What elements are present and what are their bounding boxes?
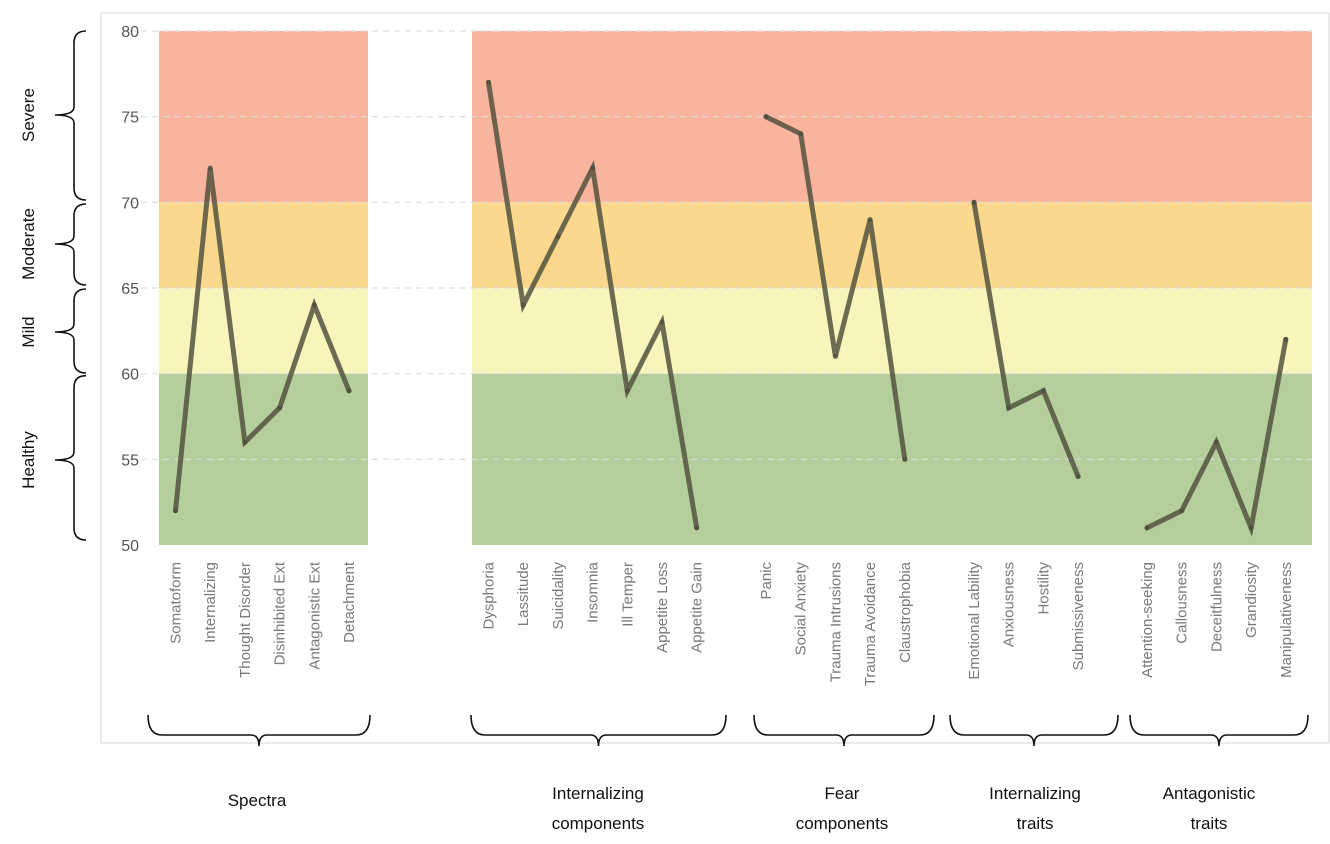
category-label: Disinhibited Ext	[272, 561, 289, 665]
group-label: components	[552, 814, 645, 833]
category-label: Ill Temper	[619, 562, 636, 627]
data-point	[763, 114, 769, 120]
category-label: Suicidality	[550, 562, 567, 630]
data-point	[242, 439, 248, 445]
severity-label-mild: Mild	[19, 316, 38, 347]
data-point	[277, 405, 283, 411]
category-label: Deceitfulness	[1208, 562, 1225, 652]
data-point	[1006, 405, 1012, 411]
category-label: Appetite Gain	[689, 562, 706, 653]
y-tick-label: 55	[121, 452, 139, 469]
data-point	[624, 388, 630, 394]
group-label: components	[796, 814, 889, 833]
category-label: Claustrophobia	[897, 561, 914, 663]
data-point	[832, 354, 838, 360]
brace-severe	[54, 30, 87, 201]
data-point	[1283, 336, 1289, 342]
data-point	[1248, 525, 1254, 531]
data-point	[207, 165, 213, 171]
severity-label-severe: Severe	[19, 88, 38, 142]
data-point	[555, 234, 561, 240]
y-tick-label: 80	[121, 24, 139, 41]
y-tick-label: 65	[121, 281, 139, 298]
data-point	[694, 525, 700, 531]
category-label: Panic	[758, 562, 775, 600]
group-label: Internalizing	[989, 784, 1081, 803]
brace-healthy	[54, 374, 87, 541]
data-point	[902, 456, 908, 462]
group-label: Internalizing	[552, 784, 644, 803]
category-label: Thought Disorder	[237, 562, 254, 678]
category-label: Submissiveness	[1070, 562, 1087, 670]
group-brace	[753, 714, 935, 747]
category-label: Callousness	[1174, 562, 1191, 644]
category-label: Internalizing	[202, 562, 219, 643]
y-tick-label: 50	[121, 538, 139, 555]
data-point	[659, 319, 665, 325]
data-point	[173, 508, 178, 514]
data-point	[1213, 439, 1219, 445]
group-label: traits	[1017, 814, 1054, 833]
group-brace	[949, 714, 1119, 747]
band-moderate-2	[472, 202, 1312, 288]
category-label: Appetite Loss	[654, 562, 671, 653]
data-point	[1075, 473, 1081, 479]
brace-mild	[54, 288, 87, 374]
category-label: Hostility	[1035, 562, 1052, 615]
series-line-group-4	[971, 199, 1081, 479]
data-point	[971, 199, 977, 205]
band-moderate-1	[159, 202, 368, 288]
category-label: Detachment	[341, 561, 358, 643]
data-point	[1040, 388, 1046, 394]
category-label: Grandiosity	[1243, 562, 1260, 638]
category-label: Insomnia	[585, 561, 602, 623]
category-label: Trauma Avoidance	[862, 562, 879, 686]
category-label: Anxiousness	[1001, 562, 1018, 647]
group-label: Fear	[825, 784, 860, 803]
data-point	[346, 388, 352, 394]
category-label: Trauma Intrusions	[827, 562, 844, 682]
data-point	[1144, 525, 1150, 531]
y-tick-label: 60	[121, 367, 139, 384]
brace-moderate	[54, 203, 87, 286]
category-label: Dysphoria	[481, 561, 498, 629]
y-tick-label: 70	[121, 195, 139, 212]
group-label: Antagonistic	[1163, 784, 1256, 803]
y-tick-label: 75	[121, 110, 139, 127]
data-point	[798, 131, 804, 137]
group-brace	[1129, 714, 1309, 747]
group-brace	[470, 714, 727, 747]
severity-label-moderate: Moderate	[19, 208, 38, 280]
data-point	[311, 302, 317, 308]
category-label: Social Anxiety	[793, 562, 810, 656]
category-label: Somatoform	[168, 562, 185, 644]
series-line-group-1	[173, 167, 352, 514]
group-label: traits	[1191, 814, 1228, 833]
category-label: Lassitude	[515, 562, 532, 626]
severity-label-healthy: Healthy	[19, 431, 38, 489]
category-label: Attention-seeking	[1139, 562, 1156, 678]
data-point	[867, 216, 873, 222]
data-point	[520, 302, 526, 308]
data-point	[486, 79, 491, 85]
data-point	[590, 165, 596, 171]
group-label: Spectra	[228, 791, 287, 810]
group-brace	[147, 714, 371, 747]
category-label: Antagonistic Ext	[306, 561, 323, 669]
category-label: Emotional Lability	[966, 562, 983, 680]
category-label: Manipulativeness	[1278, 562, 1295, 678]
data-point	[1179, 508, 1185, 514]
